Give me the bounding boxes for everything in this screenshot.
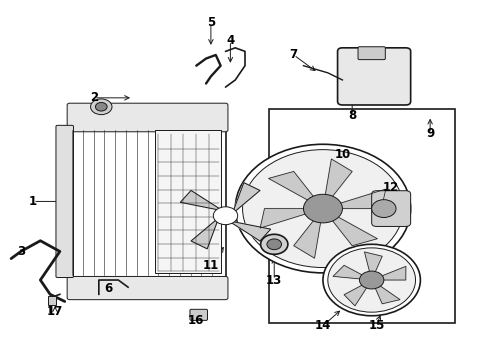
FancyBboxPatch shape xyxy=(155,130,221,273)
Text: 5: 5 xyxy=(207,16,215,29)
Text: 7: 7 xyxy=(290,49,298,62)
Polygon shape xyxy=(372,280,400,304)
Text: 8: 8 xyxy=(348,109,356,122)
FancyBboxPatch shape xyxy=(190,309,207,320)
Circle shape xyxy=(267,239,282,249)
Text: 11: 11 xyxy=(203,259,219,272)
Circle shape xyxy=(213,207,238,225)
FancyBboxPatch shape xyxy=(358,47,385,60)
FancyBboxPatch shape xyxy=(338,48,411,105)
Text: 12: 12 xyxy=(383,181,399,194)
Text: 16: 16 xyxy=(188,314,204,327)
Bar xyxy=(48,296,56,305)
Text: 3: 3 xyxy=(17,245,25,258)
Text: 1: 1 xyxy=(29,195,37,208)
Polygon shape xyxy=(191,218,219,249)
Polygon shape xyxy=(323,208,377,246)
FancyBboxPatch shape xyxy=(56,125,74,278)
FancyBboxPatch shape xyxy=(70,109,225,294)
Text: 6: 6 xyxy=(104,283,113,296)
Polygon shape xyxy=(228,221,270,241)
Polygon shape xyxy=(260,208,323,228)
Circle shape xyxy=(235,144,411,273)
Polygon shape xyxy=(333,265,372,280)
Circle shape xyxy=(91,99,112,114)
Text: 9: 9 xyxy=(426,127,434,140)
Circle shape xyxy=(360,271,384,289)
Polygon shape xyxy=(344,280,372,306)
FancyBboxPatch shape xyxy=(67,103,228,132)
FancyBboxPatch shape xyxy=(372,191,411,226)
Polygon shape xyxy=(232,183,260,214)
Polygon shape xyxy=(372,266,406,280)
Text: 17: 17 xyxy=(47,305,63,318)
Polygon shape xyxy=(294,208,323,258)
Text: 4: 4 xyxy=(226,34,235,47)
Text: 2: 2 xyxy=(90,91,98,104)
Polygon shape xyxy=(365,252,382,280)
Circle shape xyxy=(243,150,403,267)
FancyBboxPatch shape xyxy=(67,276,228,300)
Polygon shape xyxy=(323,159,352,208)
Circle shape xyxy=(261,234,288,254)
Circle shape xyxy=(323,244,420,316)
Text: 13: 13 xyxy=(266,274,282,287)
FancyBboxPatch shape xyxy=(270,109,455,323)
Text: 15: 15 xyxy=(368,319,385,332)
Polygon shape xyxy=(323,189,386,208)
Polygon shape xyxy=(269,171,323,208)
Circle shape xyxy=(328,248,416,312)
Circle shape xyxy=(372,200,396,217)
Circle shape xyxy=(303,194,343,223)
Text: 14: 14 xyxy=(315,319,331,332)
Circle shape xyxy=(96,103,107,111)
Polygon shape xyxy=(180,190,223,211)
Text: 10: 10 xyxy=(334,148,350,162)
